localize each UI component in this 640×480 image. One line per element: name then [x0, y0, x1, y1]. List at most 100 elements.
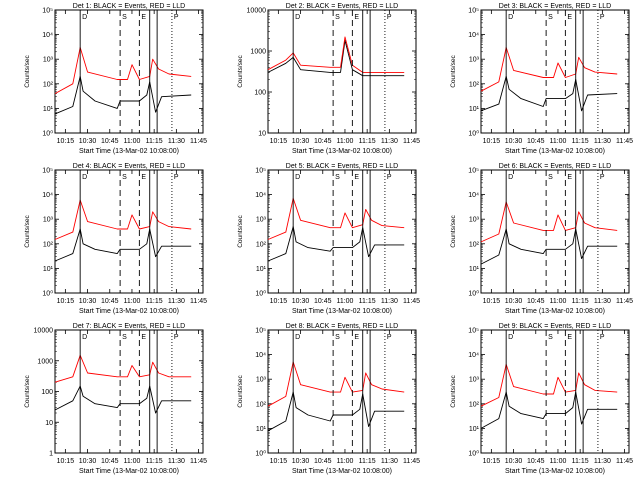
- x-tick-label: 11:45: [616, 458, 633, 465]
- event-flag: S: [335, 174, 340, 181]
- chart-title: Det 5: BLACK = Events, RED = LLD: [286, 163, 398, 170]
- detector-chart-2: 10 100 1000 10000 10:15 10:30 10:45 11:00 11:15 1…: [237, 3, 420, 155]
- chart-title: Det 6: BLACK = Events, RED = LLD: [499, 163, 611, 170]
- y-tick-label: 10⁴: [255, 352, 266, 359]
- x-tick-label: 10:45: [101, 298, 119, 305]
- x-tick-label: 11:00: [123, 458, 140, 465]
- x-tick-label: 10:45: [101, 138, 119, 145]
- event-flag: S: [122, 14, 127, 21]
- event-flag: D: [295, 334, 300, 341]
- y-axis-label: Counts/sec: [24, 214, 31, 247]
- x-tick-label: 11:45: [403, 458, 420, 465]
- x-tick-label: 10:45: [527, 458, 545, 465]
- x-tick-label: 11:15: [572, 298, 589, 305]
- detector-panel-5: 10⁰ 10¹ 10² 10³ 10⁴ 10⁵ 10:15 10:30 10:45 11:00 11…: [213, 160, 426, 320]
- plot-frame: [267, 9, 417, 134]
- event-flag: S: [335, 334, 340, 341]
- chart-title: Det 1: BLACK = Events, RED = LLD: [73, 3, 185, 10]
- event-flag: D: [295, 174, 300, 181]
- x-tick-label: 11:15: [146, 458, 163, 465]
- event-flag: E: [141, 14, 146, 21]
- y-tick-label: 10¹: [256, 426, 267, 433]
- x-tick-label: 11:15: [572, 458, 589, 465]
- y-tick-label: 10²: [469, 81, 480, 88]
- x-tick-label: 10:45: [314, 458, 332, 465]
- x-tick-label: 11:45: [403, 298, 420, 305]
- y-tick-label: 10⁴: [468, 192, 479, 199]
- y-axis-label: Counts/sec: [237, 214, 244, 247]
- x-tick-label: 11:45: [616, 138, 633, 145]
- event-flag: D: [82, 334, 87, 341]
- x-axis-label: Start Time (13-Mar-02 10:08:00): [505, 308, 605, 315]
- x-tick-label: 11:15: [359, 458, 376, 465]
- x-tick-label: 11:00: [123, 298, 140, 305]
- series-lld-line: [480, 363, 618, 407]
- x-tick-label: 11:15: [146, 298, 163, 305]
- event-flag: P: [174, 14, 179, 21]
- x-tick-label: 10:30: [505, 458, 523, 465]
- y-tick-label: 10⁴: [42, 32, 53, 39]
- series-lld-line: [54, 47, 192, 94]
- x-tick-label: 10:15: [270, 138, 288, 145]
- y-tick-label: 100: [41, 389, 53, 396]
- y-tick-label: 10³: [469, 57, 480, 64]
- event-flag: E: [141, 334, 146, 341]
- event-flag: D: [82, 14, 87, 21]
- series-events-line: [267, 391, 405, 432]
- event-flag: S: [548, 174, 553, 181]
- event-flag: P: [387, 174, 392, 181]
- x-tick-label: 10:45: [314, 298, 332, 305]
- event-flag: P: [174, 334, 179, 341]
- detector-chart-6: 10⁰ 10¹ 10² 10³ 10⁴ 10⁵ 10:15 10:30 10:45 11:00 11…: [450, 163, 633, 315]
- x-tick-label: 11:30: [168, 138, 185, 145]
- x-axis-label: Start Time (13-Mar-02 10:08:00): [79, 148, 179, 155]
- chart-title: Det 8: BLACK = Events, RED = LLD: [286, 323, 398, 330]
- y-tick-label: 10⁰: [255, 290, 266, 298]
- y-axis-label: Counts/sec: [24, 54, 31, 87]
- x-tick-label: 10:30: [79, 298, 97, 305]
- event-flag: E: [567, 334, 572, 341]
- x-tick-label: 11:30: [594, 298, 611, 305]
- y-tick-label: 10²: [43, 241, 54, 248]
- x-tick-label: 11:45: [616, 298, 633, 305]
- x-tick-label: 11:30: [381, 138, 398, 145]
- chart-title: Det 7: BLACK = Events, RED = LLD: [73, 323, 185, 330]
- detector-chart-7: 1 10 100 1000 10000 10:15 10:30 10:45 11:00 11:15…: [24, 323, 207, 475]
- y-tick-label: 10¹: [469, 426, 480, 433]
- series-events-line: [54, 75, 192, 115]
- y-tick-label: 10⁵: [468, 168, 479, 175]
- series-events-line: [480, 228, 618, 265]
- x-tick-label: 11:30: [381, 298, 398, 305]
- x-tick-label: 10:30: [292, 298, 310, 305]
- x-tick-label: 10:15: [57, 298, 75, 305]
- x-tick-label: 10:15: [57, 458, 75, 465]
- x-axis-label: Start Time (13-Mar-02 10:08:00): [505, 468, 605, 475]
- y-tick-label: 10¹: [43, 266, 54, 273]
- x-axis-label: Start Time (13-Mar-02 10:08:00): [292, 148, 392, 155]
- event-flag: D: [508, 334, 513, 341]
- series-events-line: [54, 385, 192, 414]
- x-tick-label: 10:45: [314, 138, 332, 145]
- event-flag: E: [567, 14, 572, 21]
- x-tick-label: 10:45: [527, 298, 545, 305]
- x-tick-label: 10:30: [79, 458, 97, 465]
- x-tick-label: 11:15: [359, 298, 376, 305]
- event-flag: E: [354, 14, 359, 21]
- x-tick-label: 10:45: [527, 138, 545, 145]
- y-tick-label: 10²: [256, 241, 267, 248]
- series-lld-line: [267, 36, 405, 73]
- y-tick-label: 10000: [247, 8, 267, 15]
- detector-panel-6: 10⁰ 10¹ 10² 10³ 10⁴ 10⁵ 10:15 10:30 10:45 11:00 11…: [426, 160, 639, 320]
- series-lld-line: [267, 361, 405, 407]
- series-lld-line: [480, 47, 618, 92]
- x-tick-label: 11:00: [549, 298, 566, 305]
- y-tick-label: 10⁰: [42, 130, 53, 138]
- event-flag: D: [508, 174, 513, 181]
- x-axis-label: Start Time (13-Mar-02 10:08:00): [505, 148, 605, 155]
- detector-chart-3: 10⁰ 10¹ 10² 10³ 10⁴ 10⁵ 10:15 10:30 10:45 11:00 11…: [450, 3, 633, 155]
- x-tick-label: 11:00: [123, 138, 140, 145]
- y-tick-label: 10³: [256, 377, 267, 384]
- y-tick-label: 10²: [256, 401, 267, 408]
- x-tick-label: 10:15: [57, 138, 75, 145]
